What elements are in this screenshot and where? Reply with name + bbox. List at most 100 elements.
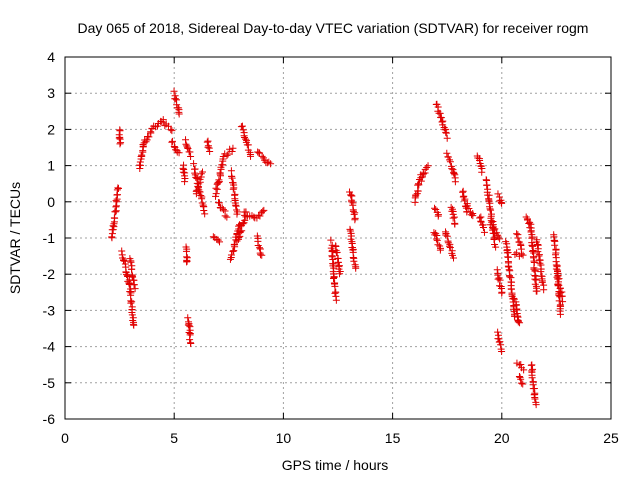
data-point [494,328,502,336]
data-point [449,214,457,222]
data-point [555,297,563,305]
data-point [513,230,521,238]
data-point [536,259,544,267]
data-point [201,210,209,218]
data-point [511,251,519,259]
series-segment-27 [253,232,266,259]
series-segment-40 [443,149,459,186]
data-point [187,340,195,348]
series-segment-10 [170,87,183,118]
data-point [186,331,194,339]
data-point [234,235,242,243]
data-point [168,127,176,135]
series-segment-60 [532,236,548,294]
data-point [504,253,512,261]
series-segment-39 [442,228,458,262]
data-point [198,195,206,203]
data-point [480,228,488,236]
series-segment-14 [184,314,195,348]
data-point [168,137,176,145]
data-point [233,237,241,245]
data-point [417,177,425,185]
data-point [478,168,486,176]
data-point [332,296,340,304]
data-point [112,203,120,211]
data-point [259,207,267,215]
data-point [513,306,521,314]
y-tick-label: 4 [47,49,55,65]
data-point [443,149,451,157]
data-point [351,214,359,222]
series-segment-16 [192,168,206,198]
y-tick-label: 0 [47,194,55,210]
data-point [236,229,244,237]
series-segment-57 [522,213,534,227]
data-point [223,151,231,159]
data-point [131,285,139,293]
data-point [528,374,536,382]
data-point [516,319,524,327]
data-point [558,292,566,300]
data-point [130,281,138,289]
series-segment-45 [476,213,488,236]
x-tick-label: 15 [385,430,401,446]
data-point [215,199,223,207]
data-point [476,156,484,164]
data-point [491,225,499,233]
data-point [514,317,522,325]
data-point [183,258,191,266]
data-point [459,188,467,196]
data-point [336,270,344,278]
chart-title: Day 065 of 2018, Sidereal Day-to-day VTE… [78,20,589,36]
data-point [432,206,440,214]
series-segment-19 [212,150,229,200]
data-point [537,268,545,276]
series-segment-25 [237,122,255,160]
series-segment-9 [168,137,183,157]
data-point [445,242,453,250]
data-point [498,289,506,297]
series-segment-46 [482,176,500,251]
data-point [183,257,191,265]
data-point [173,148,181,156]
data-point [170,87,178,95]
series-segment-1 [115,126,125,148]
data-point [477,218,485,226]
data-point [223,213,231,221]
y-tick-label: -4 [43,339,56,355]
series-segment-35 [417,162,432,185]
data-point [200,207,208,215]
data-point [517,245,525,253]
data-point [219,206,227,214]
data-point [516,373,524,381]
data-point [450,169,458,177]
data-point [555,281,563,289]
data-point [175,149,183,157]
data-point [528,361,536,369]
data-point [532,287,540,295]
data-point [191,169,199,177]
x-tick-label: 10 [276,430,292,446]
data-point [497,341,505,349]
data-point [138,152,146,160]
data-point [229,185,237,193]
data-point [532,276,540,284]
data-point [520,366,528,374]
data-point [217,165,225,173]
data-point [204,143,212,151]
data-point [479,224,487,232]
series-segment-28 [255,206,268,220]
data-point [444,239,452,247]
x-tick-label: 5 [170,430,178,446]
series-segment-33 [346,225,360,272]
data-point [111,208,119,216]
series-segment-59 [527,361,540,409]
y-tick-label: 2 [47,121,55,137]
data-point [533,240,541,248]
series-segment-20 [214,199,231,221]
data-point [333,248,341,256]
y-tick-label: -1 [43,230,56,246]
data-point [228,172,236,180]
data-point [195,180,203,188]
